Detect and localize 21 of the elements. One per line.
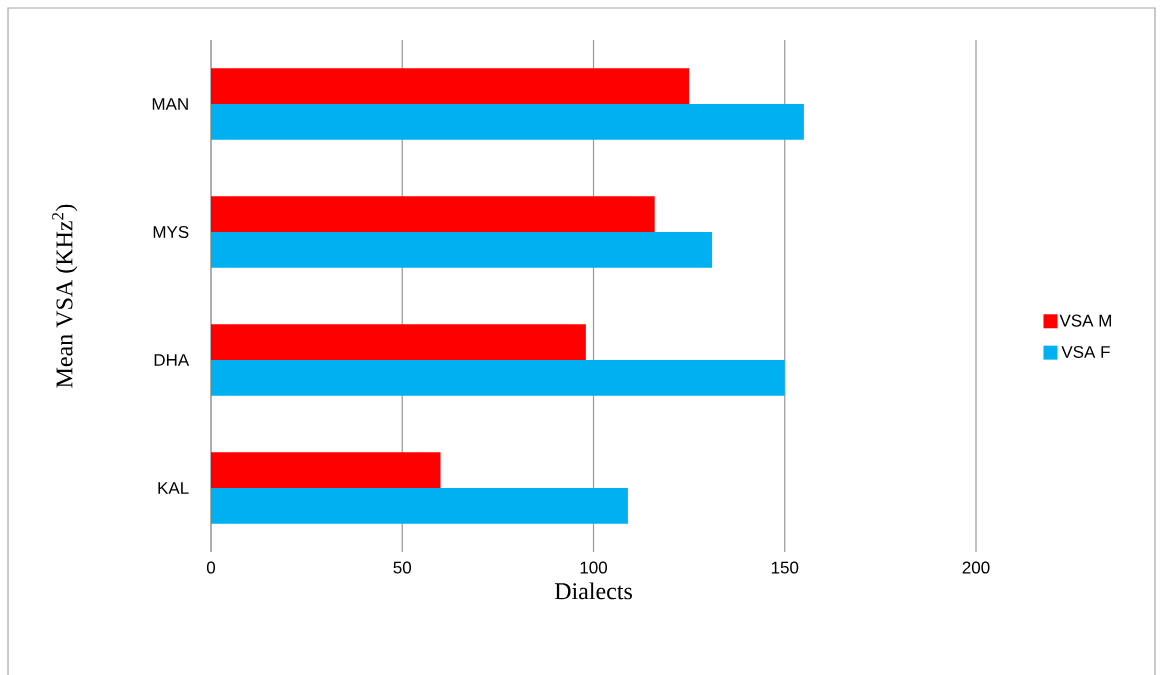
legend-label: VSA M <box>1059 314 1111 327</box>
x-axis-title: Dialects <box>554 582 632 600</box>
y-tick-label: MYS <box>153 225 189 239</box>
x-tick-label: 150 <box>771 561 799 574</box>
y-tick-label: MAN <box>152 98 188 110</box>
x-tick-label: 100 <box>580 561 608 574</box>
y-tick-label: KAL <box>158 482 189 494</box>
bar <box>211 452 441 488</box>
bar <box>211 488 628 524</box>
x-tick-label: 0 <box>206 561 216 574</box>
y-axis-title: Mean VSA (KHz$^{2}$) <box>52 204 78 388</box>
y-tick-label: DHA <box>154 354 190 366</box>
bar <box>211 324 586 360</box>
bar <box>211 196 655 232</box>
bar <box>211 232 713 268</box>
x-tick-label: 200 <box>962 561 990 574</box>
bar <box>211 103 804 140</box>
bar <box>211 68 690 104</box>
x-tick-label: 50 <box>393 561 412 574</box>
bar <box>211 360 785 396</box>
legend-label: VSA F <box>1061 345 1110 358</box>
